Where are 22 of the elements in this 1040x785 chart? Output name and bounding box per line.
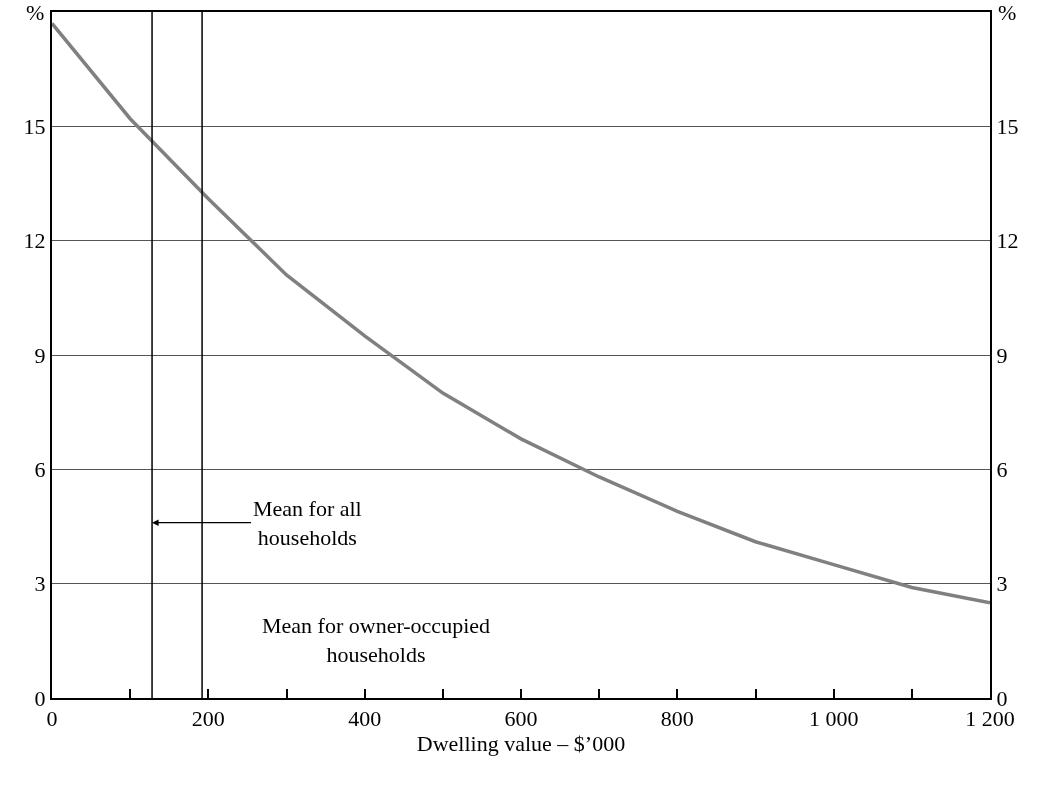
- y-tick-label: 6: [34, 457, 46, 483]
- y-tick-label: 15: [23, 114, 46, 140]
- y-axis-title: %: [26, 0, 45, 25]
- y2-tick-label: 9: [996, 342, 1008, 368]
- line-series: [52, 21, 990, 605]
- x-tick-label: 200: [191, 706, 225, 732]
- x-axis-title: Dwelling value – $’000: [416, 731, 626, 757]
- x-tick-label: 1 000: [808, 706, 859, 732]
- y-tick-label: 12: [23, 228, 46, 254]
- x-tick-label: 800: [660, 706, 694, 732]
- y2-tick-label: 6: [996, 457, 1008, 483]
- x-tick-label: 600: [504, 706, 538, 732]
- annotation: Mean for owner-occupied households: [262, 613, 491, 667]
- x-tick-label: 400: [348, 706, 382, 732]
- y2-tick-label: 3: [996, 571, 1008, 597]
- y2-tick-label: 15: [996, 114, 1019, 140]
- y-tick-label: 0: [34, 685, 46, 711]
- y-tick-label: 9: [34, 342, 46, 368]
- y2-axis-title: %: [998, 0, 1017, 25]
- annotation: Mean for all households: [253, 496, 362, 550]
- y-tick-label: 3: [34, 571, 46, 597]
- y2-tick-label: 12: [996, 228, 1019, 254]
